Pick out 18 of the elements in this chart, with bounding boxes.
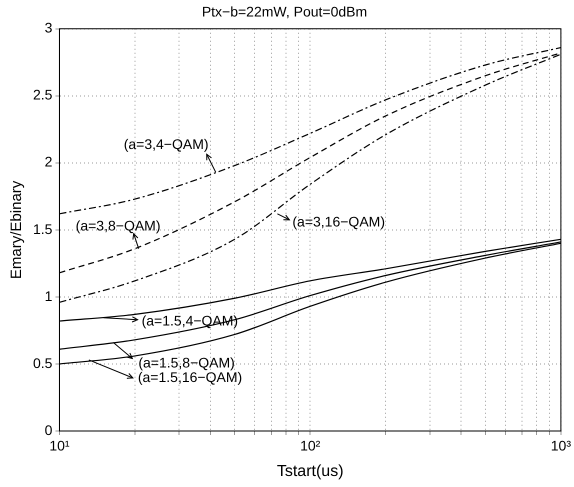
y-tick-label: 2: [44, 154, 53, 170]
annotation: (a=3,8−QAM): [76, 218, 161, 234]
y-tick-label: 0.5: [32, 354, 53, 371]
y-tick-label: 1: [44, 288, 53, 304]
y-tick-label: 0: [44, 422, 53, 438]
annotation: (a=3,16−QAM): [292, 214, 385, 230]
chart-title: Ptx−b=22mW, Pout=0dBm: [202, 3, 368, 20]
y-axis-title: Emary/Ebinary: [8, 180, 26, 280]
x-tick-label: 10³: [550, 437, 572, 454]
y-tick-label: 3: [44, 20, 53, 36]
x-tick-label: 10¹: [49, 437, 70, 454]
x-axis-title: Tstart(us): [276, 462, 344, 480]
annotation: (a=3,4−QAM): [124, 136, 209, 152]
x-tick-label: 10²: [300, 437, 321, 454]
annotation: (a=1.5,8−QAM): [138, 354, 235, 370]
y-tick-label: 2.5: [32, 86, 53, 103]
y-tick-label: 1.5: [32, 220, 53, 237]
annotation: (a=1.5,4−QAM): [142, 312, 238, 329]
